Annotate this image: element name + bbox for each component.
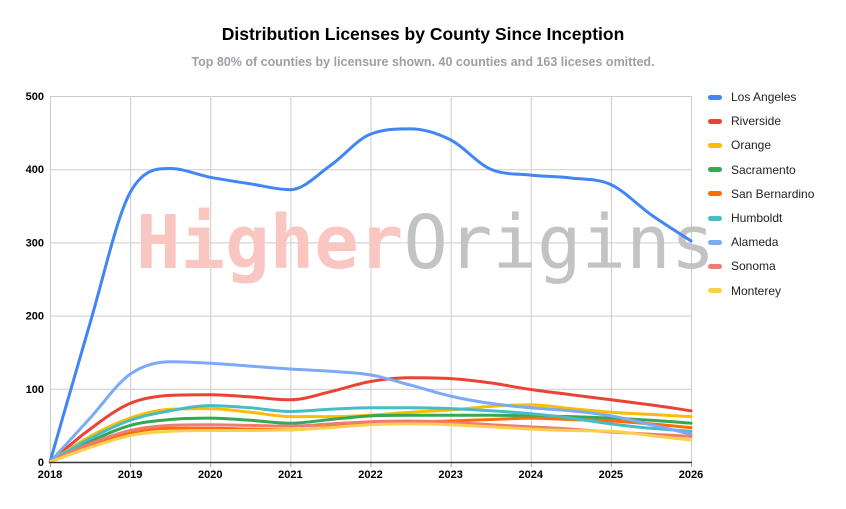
x-axis-tick-label: 2019	[118, 469, 142, 481]
x-axis-tick-label: 2022	[358, 469, 382, 481]
x-axis-tick-label: 2025	[599, 469, 623, 481]
legend-label: Alameda	[731, 235, 779, 250]
series-line-alameda	[48, 360, 693, 464]
watermark-text: HigherOrigins	[136, 200, 715, 286]
legend-item-san-bernardino: San Bernardino	[708, 182, 814, 206]
y-axis-tick-label: 400	[26, 164, 44, 176]
legend-swatch-humboldt	[708, 215, 722, 221]
legend-label: Los Angeles	[731, 90, 797, 105]
y-axis-tick-label: 300	[26, 237, 44, 249]
legend-swatch-sacramento	[708, 167, 722, 173]
legend-swatch-sonoma	[708, 263, 722, 269]
series-line-los-angeles	[48, 127, 693, 464]
chart-subtitle: Top 80% of counties by licensure shown. …	[191, 55, 655, 69]
legend-item-sonoma: Sonoma	[708, 254, 814, 278]
legend-label: Monterey	[731, 283, 782, 298]
legend-swatch-riverside	[708, 118, 722, 124]
series-line-humboldt	[48, 404, 693, 464]
chart-legend: Los Angeles Riverside Orange Sacramento San …	[708, 85, 814, 303]
series-line-riverside	[48, 376, 693, 464]
x-axis-tick-label: 2023	[438, 469, 462, 481]
series-lines	[48, 127, 693, 464]
x-axis-tick-label: 2021	[278, 469, 302, 481]
y-axis-tick-label: 100	[26, 384, 44, 396]
legend-label: San Bernardino	[731, 186, 815, 201]
legend-swatch-los-angeles	[708, 94, 722, 100]
legend-item-riverside: Riverside	[708, 109, 814, 133]
legend-item-alameda: Alameda	[708, 230, 814, 254]
watermark-left: Higher	[136, 200, 403, 286]
y-axis-tick-label: 0	[38, 457, 44, 469]
legend-label: Orange	[731, 138, 772, 153]
legend-swatch-san-bernardino	[708, 191, 722, 197]
legend-swatch-monterey	[708, 288, 722, 294]
chart-title: Distribution Licenses by County Since In…	[221, 24, 625, 44]
x-axis-tick-label: 2026	[679, 469, 703, 481]
legend-label: Sonoma	[731, 259, 776, 274]
y-axis-tick-label: 200	[26, 311, 44, 323]
legend-label: Humboldt	[731, 211, 783, 226]
legend-item-sacramento: Sacramento	[708, 158, 814, 182]
legend-item-humboldt: Humboldt	[708, 206, 814, 230]
series-line-monterey	[48, 422, 693, 464]
legend-item-orange: Orange	[708, 133, 814, 157]
x-axis-tick-label: 2024	[519, 469, 544, 481]
series-line-sacramento	[48, 413, 693, 464]
x-axis-tick-label: 2020	[198, 469, 222, 481]
y-axis-tick-label: 500	[26, 91, 44, 103]
legend-swatch-alameda	[708, 239, 722, 245]
watermark-right: Origins	[403, 200, 715, 286]
legend-swatch-orange	[708, 142, 722, 148]
x-axis-tick-label: 2018	[38, 469, 62, 481]
legend-item-los-angeles: Los Angeles	[708, 85, 814, 109]
legend-label: Riverside	[731, 114, 782, 129]
legend-item-monterey: Monterey	[708, 279, 814, 303]
legend-label: Sacramento	[731, 162, 796, 177]
